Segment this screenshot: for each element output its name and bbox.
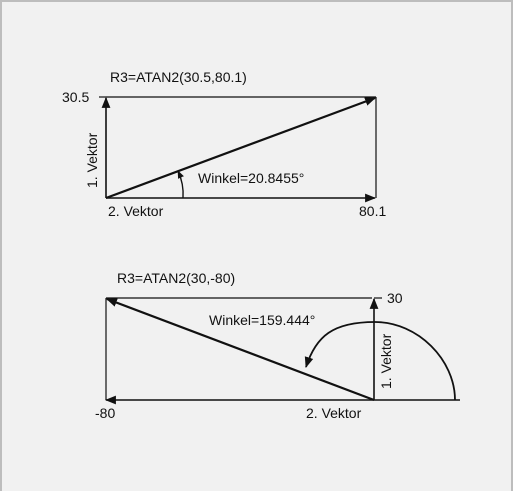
horizontal-vector-label-1: 2. Vektor <box>108 203 164 219</box>
x-value-2: -80 <box>95 405 115 421</box>
angle-arc-1 <box>177 170 184 199</box>
vertical-vector-label-1: 1. Vektor <box>84 132 100 188</box>
resultant-arrow-1 <box>105 96 377 200</box>
y-value-2: 30 <box>387 290 403 306</box>
angle-arc-2 <box>304 321 456 401</box>
horizontal-vector-label-2: 2. Vektor <box>306 405 362 421</box>
formula-2: R3=ATAN2(30,-80) <box>117 270 235 286</box>
diagram-2: R3=ATAN2(30,-80) 30 1. Vektor Winkel=159… <box>95 270 460 421</box>
x-value-1: 80.1 <box>359 203 386 219</box>
vertical-vector-label-2: 1. Vektor <box>378 333 394 389</box>
angle-label-2: Winkel=159.444° <box>209 312 315 328</box>
resultant-arrow-2 <box>105 297 375 402</box>
diagram-1: R3=ATAN2(30.5,80.1) 30.5 1. Vektor 2. Ve… <box>62 69 386 219</box>
angle-label-1: Winkel=20.8455° <box>198 170 304 186</box>
y-value-1: 30.5 <box>62 89 89 105</box>
formula-1: R3=ATAN2(30.5,80.1) <box>110 69 247 85</box>
